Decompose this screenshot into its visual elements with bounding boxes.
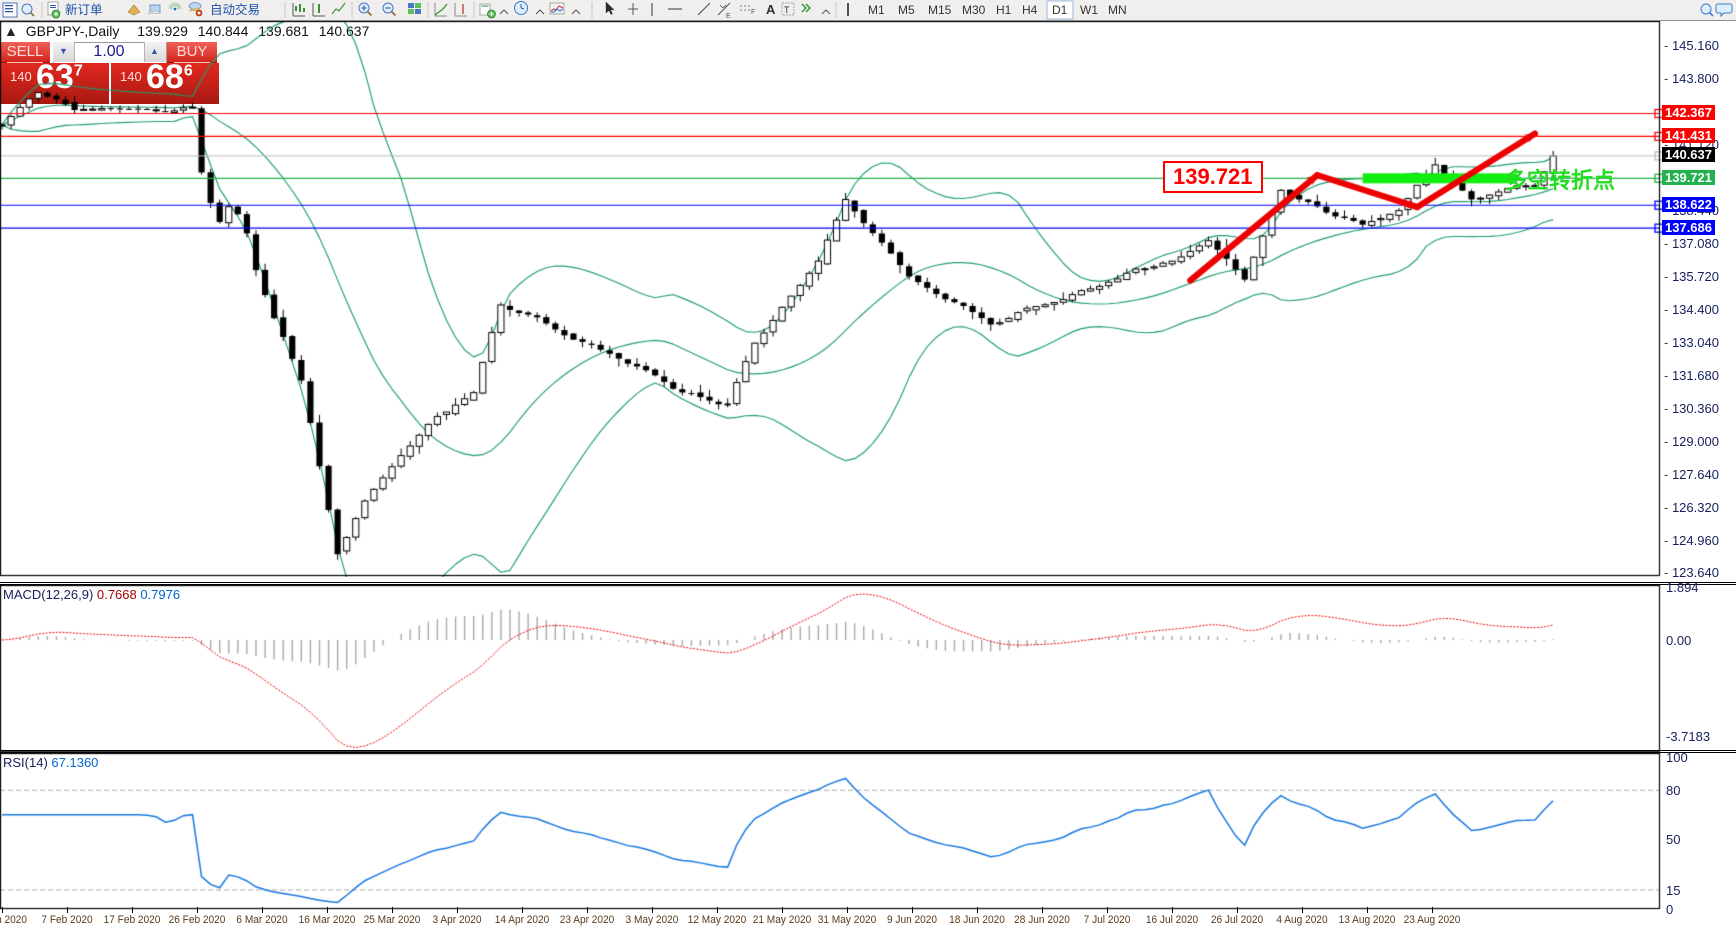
svg-text:D1: D1 [1052,3,1068,17]
svg-text:MN: MN [1108,3,1127,17]
svg-text:W1: W1 [1080,3,1098,17]
svg-text:新订单: 新订单 [65,2,103,17]
svg-text:A: A [766,2,776,17]
svg-text:自动交易: 自动交易 [210,2,260,17]
svg-text:M1: M1 [868,3,885,17]
svg-text:T: T [784,5,790,15]
svg-text:H4: H4 [1022,3,1038,17]
svg-text:M30: M30 [962,3,986,17]
svg-text:E: E [726,13,731,20]
svg-text:F: F [751,9,755,16]
svg-text:M5: M5 [898,3,915,17]
svg-text:H1: H1 [996,3,1012,17]
svg-text:M15: M15 [928,3,952,17]
